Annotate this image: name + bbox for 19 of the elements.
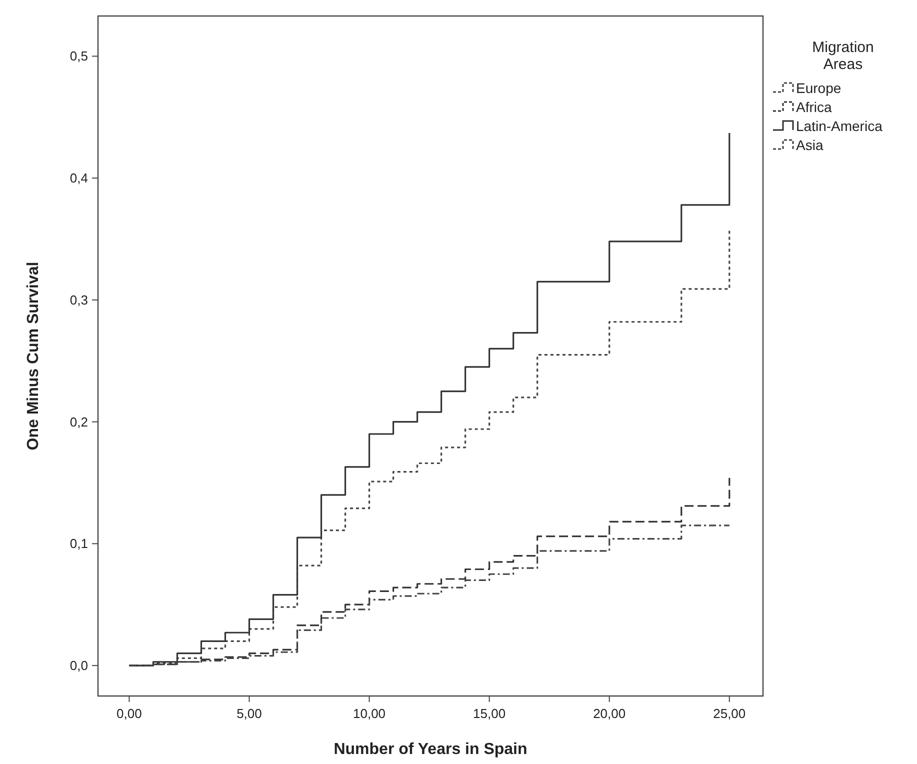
y-tick-label: 0,4 (70, 170, 88, 186)
y-tick-label: 0,3 (70, 292, 88, 308)
x-tick-label: 15,00 (473, 706, 506, 721)
legend-label: Asia (796, 137, 824, 153)
x-tick-label: 5,00 (236, 706, 262, 721)
y-tick-label: 0,2 (70, 414, 88, 430)
legend-title: Migration Areas (812, 39, 874, 73)
legend-label: Europe (796, 80, 842, 96)
legend-label: Africa (796, 99, 832, 115)
x-axis-title: Number of Years in Spain (334, 741, 528, 758)
y-tick-label: 0,1 (70, 536, 88, 552)
x-tick-label: 20,00 (593, 706, 626, 721)
legend-label: Latin-America (796, 118, 883, 134)
x-tick-label: 25,00 (713, 706, 746, 721)
x-tick-label: 10,00 (353, 706, 386, 721)
y-tick-label: 0,0 (70, 658, 88, 674)
y-tick-label: 0,5 (70, 48, 88, 64)
x-tick-label: 0,00 (116, 706, 142, 721)
y-axis-title: One Minus Cum Survival (25, 262, 42, 450)
